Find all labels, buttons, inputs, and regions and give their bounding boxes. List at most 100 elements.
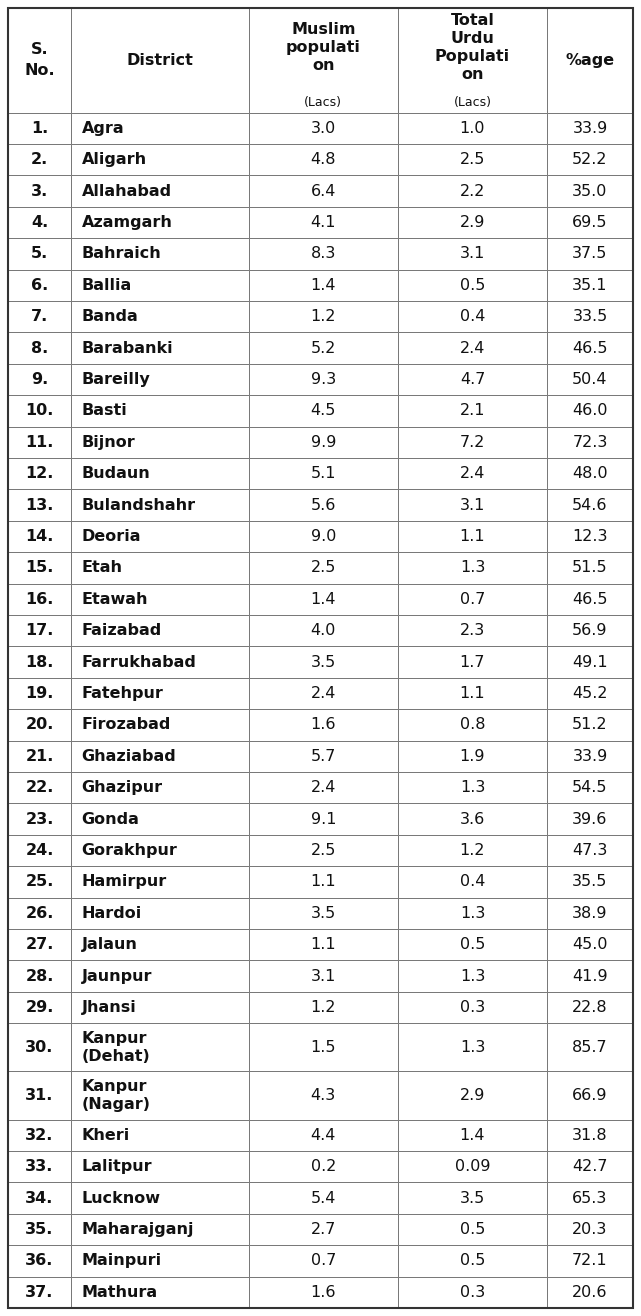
Text: Etawah: Etawah: [82, 592, 148, 607]
Text: Hamirpur: Hamirpur: [82, 875, 167, 890]
Text: 4.3: 4.3: [311, 1088, 336, 1103]
Text: Farrukhabad: Farrukhabad: [82, 654, 197, 670]
Bar: [8, 804, 71, 834]
Text: Fatehpur: Fatehpur: [82, 686, 163, 701]
Text: 1.2: 1.2: [311, 1000, 336, 1015]
Bar: [8, 553, 71, 584]
Text: Deoria: Deoria: [82, 529, 141, 544]
Bar: [8, 898, 71, 929]
Text: Barabanki: Barabanki: [82, 341, 173, 355]
Bar: [8, 333, 71, 365]
Text: 12.3: 12.3: [572, 529, 608, 544]
Bar: [547, 961, 633, 992]
Bar: [547, 426, 633, 458]
Bar: [398, 490, 547, 521]
Bar: [71, 646, 249, 678]
Text: Kheri: Kheri: [82, 1128, 130, 1142]
Bar: [398, 365, 547, 395]
Text: 3.5: 3.5: [311, 654, 336, 670]
Bar: [398, 113, 547, 143]
Text: 0.7: 0.7: [460, 592, 485, 607]
Text: 31.8: 31.8: [572, 1128, 608, 1142]
Bar: [398, 1120, 547, 1152]
Bar: [71, 426, 249, 458]
Bar: [71, 553, 249, 584]
Text: Bareilly: Bareilly: [82, 372, 151, 387]
Text: 36.: 36.: [26, 1253, 54, 1269]
Bar: [8, 1152, 71, 1182]
Bar: [547, 490, 633, 521]
Text: 37.5: 37.5: [572, 246, 608, 262]
Text: 1.4: 1.4: [311, 278, 336, 293]
Text: 85.7: 85.7: [572, 1040, 608, 1055]
Bar: [547, 333, 633, 365]
Bar: [249, 584, 398, 615]
Bar: [547, 175, 633, 207]
Text: 3.1: 3.1: [311, 969, 336, 983]
Bar: [71, 1024, 249, 1071]
Text: 3.: 3.: [31, 184, 48, 199]
Text: 20.3: 20.3: [572, 1223, 608, 1237]
Bar: [547, 207, 633, 238]
Bar: [398, 207, 547, 238]
Text: 0.09: 0.09: [454, 1159, 490, 1174]
Bar: [398, 834, 547, 866]
Bar: [398, 1245, 547, 1277]
Bar: [547, 270, 633, 301]
Bar: [398, 678, 547, 709]
Bar: [398, 521, 547, 553]
Text: 1.0: 1.0: [460, 121, 485, 136]
Text: 37.: 37.: [26, 1284, 54, 1300]
Text: 0.5: 0.5: [460, 937, 485, 953]
Text: 2.9: 2.9: [460, 1088, 485, 1103]
Text: Banda: Banda: [82, 309, 138, 324]
Text: 42.7: 42.7: [572, 1159, 608, 1174]
Bar: [547, 553, 633, 584]
Text: 0.3: 0.3: [460, 1284, 485, 1300]
Text: 1.: 1.: [31, 121, 48, 136]
Bar: [249, 992, 398, 1024]
Text: 39.6: 39.6: [572, 812, 608, 826]
Text: 1.1: 1.1: [460, 686, 485, 701]
Text: %age: %age: [565, 53, 615, 68]
Text: 13.: 13.: [26, 497, 54, 513]
Text: 46.5: 46.5: [572, 341, 608, 355]
Bar: [8, 426, 71, 458]
Text: 1.2: 1.2: [311, 309, 336, 324]
Bar: [8, 270, 71, 301]
Text: 0.5: 0.5: [460, 1253, 485, 1269]
Bar: [8, 521, 71, 553]
Text: Muslim
populati
on: Muslim populati on: [286, 22, 361, 74]
Text: Gorakhpur: Gorakhpur: [82, 844, 178, 858]
Text: Bulandshahr: Bulandshahr: [82, 497, 196, 513]
Bar: [8, 143, 71, 175]
Text: 4.7: 4.7: [460, 372, 485, 387]
Text: 2.1: 2.1: [460, 404, 485, 418]
Text: 72.1: 72.1: [572, 1253, 608, 1269]
Bar: [71, 741, 249, 772]
Text: Allahabad: Allahabad: [82, 184, 172, 199]
Text: 2.5: 2.5: [311, 561, 336, 575]
Text: 3.1: 3.1: [460, 246, 485, 262]
Text: 22.8: 22.8: [572, 1000, 608, 1015]
Bar: [71, 584, 249, 615]
Bar: [398, 175, 547, 207]
Text: 5.4: 5.4: [311, 1191, 336, 1205]
Bar: [249, 772, 398, 804]
Bar: [71, 490, 249, 521]
Text: 7.2: 7.2: [460, 434, 485, 450]
Text: 45.0: 45.0: [572, 937, 608, 953]
Bar: [398, 961, 547, 992]
Bar: [71, 207, 249, 238]
Bar: [398, 426, 547, 458]
Text: 0.3: 0.3: [460, 1000, 485, 1015]
Text: 33.5: 33.5: [572, 309, 608, 324]
Bar: [71, 143, 249, 175]
Bar: [71, 866, 249, 898]
Bar: [249, 898, 398, 929]
Text: 9.0: 9.0: [311, 529, 336, 544]
Text: 72.3: 72.3: [572, 434, 608, 450]
Bar: [8, 1182, 71, 1213]
Bar: [8, 207, 71, 238]
Text: 1.9: 1.9: [460, 749, 485, 763]
